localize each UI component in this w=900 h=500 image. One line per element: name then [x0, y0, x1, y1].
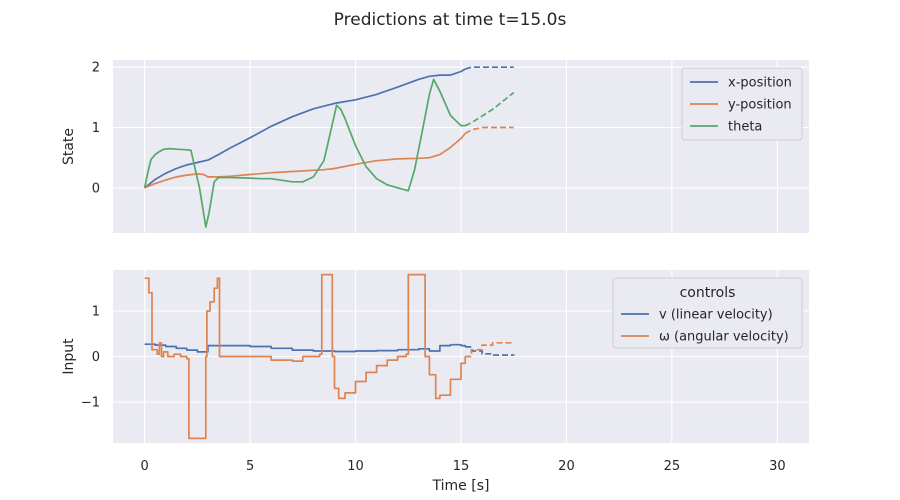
input-panel: −1 0 1 Input controls v (linear velocity) ω … — [61, 270, 809, 443]
input-v-linear-velocity-prediction-line — [465, 346, 515, 356]
x-tick-label: 25 — [664, 459, 681, 474]
input-y-tick-label: 0 — [92, 350, 100, 365]
state-series-lines — [143, 66, 515, 228]
x-axis-label: Time [s] — [432, 478, 490, 494]
state-legend-label: theta — [728, 120, 762, 135]
state-x-position-prediction-line — [464, 66, 514, 70]
state-x-position-line — [144, 68, 466, 189]
state-y-position-prediction-line — [464, 126, 514, 135]
x-tick-label: 15 — [453, 459, 470, 474]
state-y-tick-label: 1 — [92, 121, 100, 136]
state-y-tick-label: 2 — [92, 61, 100, 76]
input-v-linear-velocity-line — [144, 343, 467, 353]
x-tick-label: 10 — [347, 459, 364, 474]
input-legend: controls v (linear velocity) ω (angular ve… — [612, 277, 803, 349]
x-tick-labels: 0 5 10 15 20 25 30 — [140, 459, 785, 474]
state-legend-box — [681, 67, 803, 141]
input-series-lines — [144, 273, 515, 440]
input-y-tick-labels: −1 0 1 — [81, 304, 100, 410]
input-angular-velocity-prediction-line — [465, 341, 515, 358]
input-legend-title: controls — [680, 285, 736, 301]
input-y-tick-label: 1 — [92, 304, 100, 319]
x-tick-label: 30 — [769, 459, 786, 474]
x-tick-label: 5 — [246, 459, 254, 474]
state-legend-label: y-position — [728, 98, 792, 113]
state-theta-prediction-line — [464, 91, 515, 127]
state-y-tick-label: 0 — [92, 181, 100, 196]
input-y-axis-label: Input — [61, 338, 77, 375]
state-panel: 0 1 2 State x-position y-position theta — [61, 60, 809, 233]
input-legend-label: v (linear velocity) — [659, 308, 773, 323]
x-tick-label: 20 — [558, 459, 575, 474]
input-legend-box — [612, 277, 803, 349]
state-y-tick-labels: 0 1 2 — [92, 61, 100, 197]
state-y-axis-label: State — [61, 128, 77, 165]
input-legend-label: ω (angular velocity) — [659, 330, 789, 345]
state-theta-line — [143, 78, 466, 228]
input-angular-velocity-line — [144, 273, 467, 440]
x-tick-label: 0 — [140, 459, 148, 474]
state-legend-label: x-position — [728, 76, 792, 91]
state-y-position-line — [144, 132, 466, 189]
figure-title: Predictions at time t=15.0s — [334, 10, 567, 30]
state-legend: x-position y-position theta — [681, 67, 803, 141]
input-y-tick-label: −1 — [81, 396, 100, 411]
